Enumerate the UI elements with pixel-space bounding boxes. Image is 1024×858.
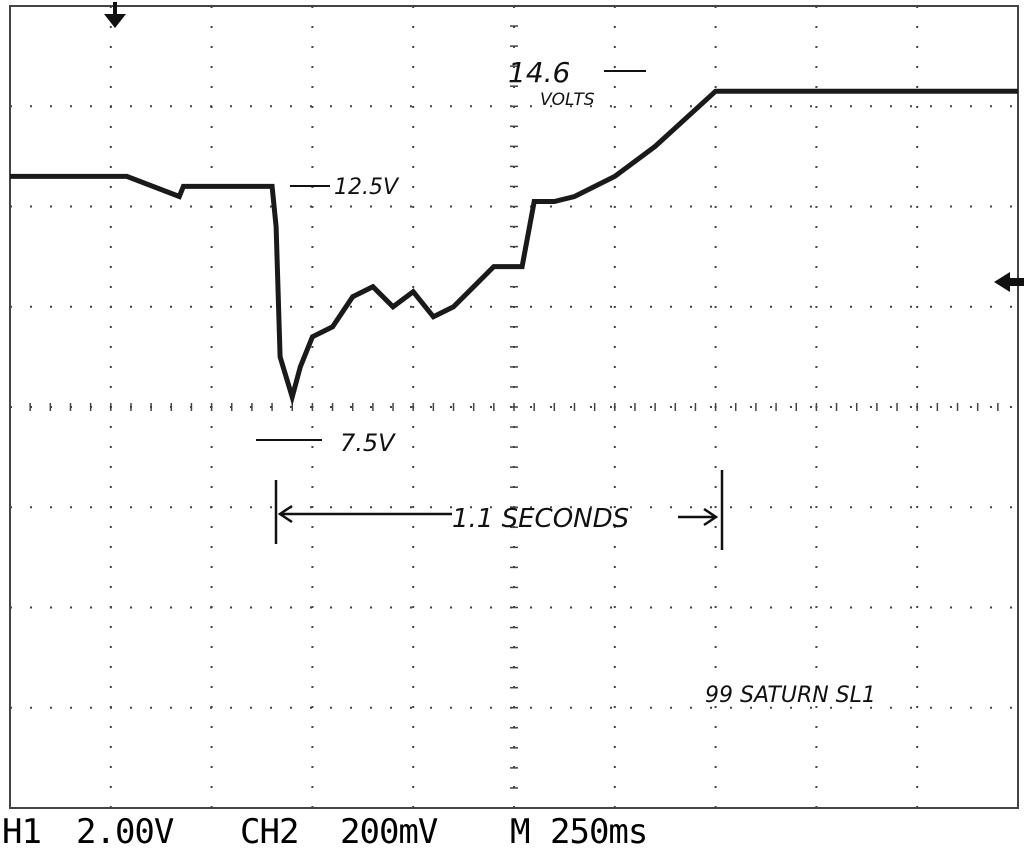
- trace-layer: [9, 88, 1019, 407]
- trigger-level-marker: [994, 272, 1024, 292]
- duration-annotation: 1.1 SECONDS: [452, 504, 629, 534]
- peak-unit-annotation: VOLTS: [540, 90, 595, 110]
- graticule: [9, 5, 1019, 809]
- status-timebase-label: M: [510, 812, 531, 852]
- status-ch1-label: H1: [2, 812, 42, 852]
- trigger-position-marker: [104, 2, 126, 28]
- status-ch1-scale: 2.00V: [76, 812, 174, 852]
- caption-annotation: 99 SATURN SL1: [705, 683, 876, 708]
- status-ch2-scale: 200mV: [340, 812, 438, 852]
- status-timebase-value: 250ms: [550, 812, 648, 852]
- minimum-annotation: 7.5V: [340, 429, 396, 457]
- status-ch2-label: CH2: [240, 812, 299, 852]
- initial-annotation: 12.5V: [334, 175, 400, 200]
- duration-bracket: [274, 470, 724, 550]
- peak-annotation: 14.6: [508, 56, 570, 89]
